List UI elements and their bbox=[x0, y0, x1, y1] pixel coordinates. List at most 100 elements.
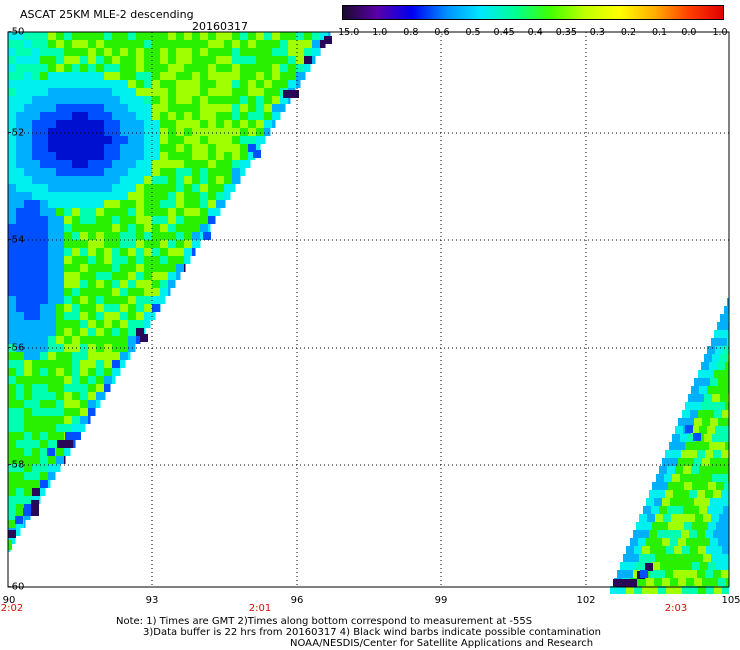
swath-cell bbox=[112, 224, 120, 232]
swath-cell bbox=[685, 402, 693, 410]
swath-cell bbox=[657, 570, 665, 578]
swath-cell bbox=[727, 514, 729, 522]
swath-cell bbox=[168, 136, 176, 144]
swath-cell bbox=[723, 426, 729, 434]
swath-cell bbox=[16, 456, 24, 464]
swath-cell bbox=[256, 56, 264, 64]
swath-cell bbox=[88, 256, 96, 264]
swath-cell bbox=[144, 160, 152, 168]
swath-cell bbox=[702, 458, 710, 466]
swath-cell bbox=[64, 160, 72, 168]
swath-cell bbox=[112, 352, 120, 360]
swath-cell bbox=[136, 192, 144, 200]
swath-cell bbox=[691, 506, 699, 514]
swath-cell bbox=[216, 168, 224, 176]
swath-cell bbox=[144, 216, 152, 224]
swath-cell bbox=[96, 112, 104, 120]
swath-cell bbox=[24, 480, 32, 488]
swath-cell bbox=[176, 248, 184, 256]
longitude-label: 99 bbox=[434, 595, 448, 606]
swath-cell bbox=[56, 264, 64, 272]
swath-cell bbox=[40, 392, 48, 400]
swath-cell bbox=[716, 482, 724, 490]
swath-cell bbox=[24, 488, 32, 496]
swath-cell bbox=[32, 432, 40, 440]
swath-cell bbox=[120, 200, 128, 208]
swath-cell bbox=[96, 320, 104, 328]
swath-cell bbox=[112, 376, 116, 384]
swath-cell bbox=[16, 304, 24, 312]
swath-cell bbox=[120, 72, 128, 80]
swath-cell bbox=[56, 256, 64, 264]
swath-cell bbox=[184, 136, 192, 144]
swath-cells bbox=[8, 32, 729, 594]
swath-cell bbox=[64, 264, 72, 272]
swath-cell bbox=[160, 184, 168, 192]
swath-cell bbox=[64, 240, 72, 248]
swath-cell bbox=[8, 120, 16, 128]
swath-cell bbox=[160, 112, 168, 120]
swath-cell bbox=[24, 176, 32, 184]
swath-cell bbox=[56, 424, 64, 432]
latitude-label: -50 bbox=[8, 26, 25, 38]
map-date: 20160317 bbox=[192, 20, 248, 33]
swath-cell bbox=[56, 208, 64, 216]
swath-cell bbox=[24, 424, 32, 432]
swath-cell bbox=[24, 384, 32, 392]
swath-cell bbox=[312, 56, 316, 64]
swath-cell bbox=[104, 280, 112, 288]
swath-cell bbox=[88, 104, 96, 112]
swath-cell bbox=[120, 112, 128, 120]
swath-cell bbox=[40, 280, 48, 288]
swath-cell bbox=[128, 288, 136, 296]
swath-cell bbox=[64, 304, 72, 312]
swath-cell bbox=[216, 80, 224, 88]
swath-cell bbox=[48, 112, 56, 120]
swath-cell bbox=[256, 88, 264, 96]
swath-cell bbox=[657, 490, 665, 498]
swath-cell bbox=[64, 144, 72, 152]
swath-cell bbox=[56, 312, 64, 320]
swath-cell bbox=[96, 32, 104, 40]
swath-cell bbox=[272, 120, 276, 128]
swath-cell bbox=[24, 216, 32, 224]
swath-cell bbox=[120, 304, 128, 312]
swath-cell bbox=[24, 280, 32, 288]
swath-cell bbox=[64, 424, 72, 432]
swath-cell bbox=[184, 48, 192, 56]
swath-cell bbox=[200, 96, 208, 104]
swath-cell bbox=[16, 104, 24, 112]
swath-cell bbox=[160, 96, 168, 104]
swath-cell bbox=[272, 32, 280, 40]
swath-cell bbox=[96, 216, 104, 224]
swath-cell bbox=[104, 392, 106, 400]
swath-cell bbox=[652, 522, 660, 530]
swath-cell bbox=[96, 240, 104, 248]
swath-cell bbox=[16, 64, 24, 72]
swath-cell bbox=[700, 482, 708, 490]
swath-cell bbox=[288, 64, 296, 72]
swath-cell bbox=[684, 482, 692, 490]
swath-cell bbox=[176, 104, 184, 112]
swath-cell bbox=[64, 288, 72, 296]
swath-cell bbox=[256, 72, 264, 80]
swath-cell bbox=[24, 432, 32, 440]
swath-cell bbox=[128, 328, 136, 336]
swath-cell bbox=[32, 208, 40, 216]
swath-cell bbox=[144, 120, 152, 128]
swath-cell bbox=[96, 184, 104, 192]
swath-cell bbox=[264, 48, 272, 56]
swath-cell bbox=[48, 32, 56, 40]
swath-cell bbox=[144, 152, 152, 160]
swath-cell bbox=[32, 360, 40, 368]
swath-cell bbox=[168, 288, 171, 296]
swath-cell bbox=[40, 184, 48, 192]
swath-cell bbox=[673, 450, 681, 458]
swath-cell bbox=[152, 224, 160, 232]
swath-cell bbox=[144, 112, 152, 120]
swath-cell bbox=[668, 562, 676, 570]
swath-cell bbox=[88, 400, 96, 408]
swath-cell bbox=[8, 184, 16, 192]
swath-cell bbox=[152, 136, 160, 144]
swath-cell bbox=[240, 128, 248, 136]
